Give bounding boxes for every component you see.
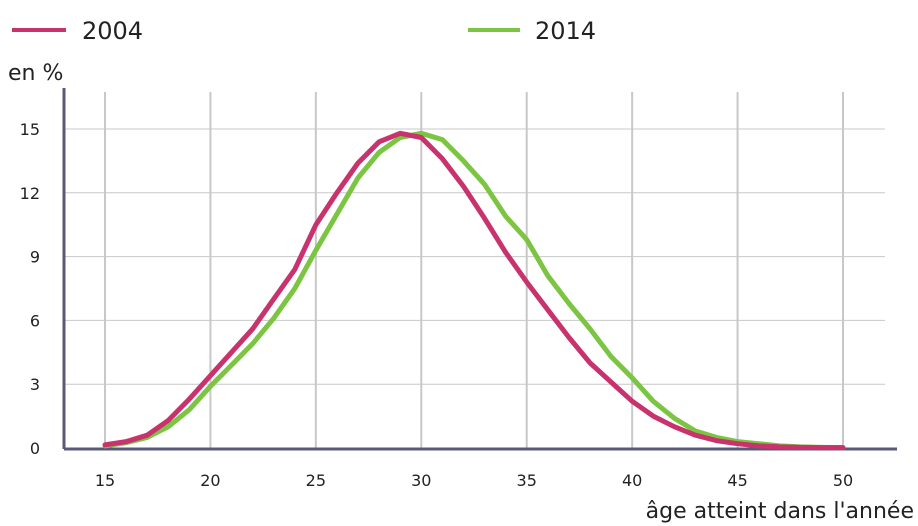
x-tick-label-45: 45	[727, 471, 747, 490]
y-tick-label-6: 6	[30, 311, 40, 330]
x-tick-label-30: 30	[411, 471, 431, 490]
y-tick-label-9: 9	[30, 248, 40, 267]
y-tick-label-12: 12	[20, 184, 40, 203]
y-ticks: 0 3 6 9 12 15	[20, 120, 40, 458]
legend-item-2004: 2004	[12, 17, 143, 45]
x-tick-label-40: 40	[622, 471, 642, 490]
grid	[64, 92, 885, 448]
x-tick-label-35: 35	[517, 471, 537, 490]
x-tick-label-20: 20	[200, 471, 220, 490]
x-tick-label-15: 15	[95, 471, 115, 490]
series-line-2004	[102, 130, 846, 451]
axes	[62, 88, 897, 451]
legend-label-2014: 2014	[535, 17, 596, 45]
y-tick-label-15: 15	[20, 120, 40, 139]
y-tick-label-0: 0	[30, 439, 40, 458]
legend: 2004 2014	[12, 17, 596, 45]
x-tick-label-50: 50	[833, 471, 853, 490]
series-line-2014	[102, 130, 846, 451]
x-axis-label: âge atteint dans l'année	[646, 499, 914, 524]
legend-label-2004: 2004	[82, 17, 143, 45]
x-ticks: 15 20 25 30 35 40 45 50	[95, 471, 853, 490]
y-axis-label: en %	[8, 61, 63, 86]
x-tick-label-25: 25	[306, 471, 326, 490]
series-lines	[102, 130, 846, 451]
legend-item-2014: 2014	[468, 17, 596, 45]
y-tick-label-3: 3	[30, 375, 40, 394]
